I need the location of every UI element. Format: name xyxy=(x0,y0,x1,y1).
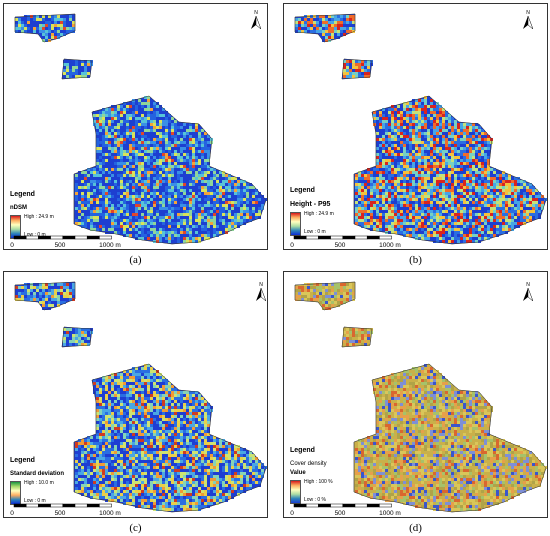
scale-bar: 0 500 1000 m xyxy=(10,235,122,249)
map-panel-a: N Legend nDSM High : 24.9 m Low : 0 m 0 … xyxy=(3,3,268,250)
north-arrow-icon xyxy=(523,288,533,301)
scale-bar: 0 500 1000 m xyxy=(290,235,402,249)
standard-deviation-map xyxy=(14,281,267,513)
low-label: Low : 0 m xyxy=(304,229,326,236)
scale-label-0: 0 xyxy=(10,242,14,249)
scale-label-1000: 1000 m xyxy=(99,510,121,517)
scale-label-500: 500 xyxy=(54,510,66,517)
high-label: High : 100 % xyxy=(304,478,333,485)
legend: Legend Cover density Value High : 100 % … xyxy=(290,447,333,504)
scale-label-0: 0 xyxy=(10,510,14,517)
scale-label-1000: 1000 m xyxy=(379,510,401,517)
legend-title: Legend xyxy=(10,191,35,198)
color-ramp xyxy=(10,480,21,505)
scale-label-0: 0 xyxy=(290,242,294,249)
variable-title: Height - P95 xyxy=(290,201,331,209)
caption-c: (c) xyxy=(129,522,142,534)
cover-density-map xyxy=(294,281,547,513)
caption-d: (d) xyxy=(409,522,422,534)
high-label: High : 24.9 m xyxy=(24,213,54,220)
scale-bar-graphic xyxy=(293,235,392,240)
scale-bar-graphic xyxy=(13,235,112,240)
north-arrow-icon xyxy=(256,288,266,301)
north-label: N xyxy=(254,10,258,16)
color-ramp xyxy=(290,212,301,237)
scale-label-500: 500 xyxy=(334,242,346,249)
scale-bar: 0 500 1000 m xyxy=(290,503,402,517)
scale-label-0: 0 xyxy=(290,510,294,517)
low-label: Low : 0 m xyxy=(24,232,46,239)
legend: Legend Standard deviation High : 10.0 m … xyxy=(10,457,64,505)
scale-label-1000: 1000 m xyxy=(379,242,401,249)
scale-bar-graphic xyxy=(13,503,112,508)
caption-b: (b) xyxy=(409,254,422,266)
low-label: Low : 0 % xyxy=(304,497,326,504)
high-label: High : 24.9 m xyxy=(304,211,334,218)
value-title: Value xyxy=(290,469,306,476)
caption-a: (a) xyxy=(129,254,142,266)
legend: Legend Height - P95 High : 24.9 m Low : … xyxy=(290,187,334,237)
color-ramp xyxy=(290,479,301,504)
variable-title: Standard deviation xyxy=(10,471,65,478)
north-label: N xyxy=(526,10,530,16)
scale-bar: 0 500 1000 m xyxy=(10,503,122,517)
legend-title: Legend xyxy=(10,457,35,464)
map-panel-b: N Legend Height - P95 High : 24.9 m Low … xyxy=(283,3,548,250)
north-arrow: N xyxy=(521,282,535,301)
variable-title: nDSM xyxy=(10,205,27,212)
scale-label-1000: 1000 m xyxy=(99,242,121,249)
north-arrow-icon xyxy=(251,16,261,29)
legend-title: Legend xyxy=(290,187,315,194)
low-label: Low : 0 m xyxy=(24,498,46,505)
scale-bar-graphic xyxy=(293,503,392,508)
scale-label-500: 500 xyxy=(334,510,346,517)
north-arrow: N xyxy=(254,282,267,301)
variable-title: Cover density xyxy=(290,461,327,468)
north-label: N xyxy=(526,282,530,288)
north-arrow: N xyxy=(521,10,535,29)
high-label: High : 10.0 m xyxy=(24,479,54,486)
north-label: N xyxy=(259,282,263,288)
map-panel-c: N Legend Standard deviation High : 10.0 … xyxy=(3,271,268,518)
north-arrow: N xyxy=(249,10,263,29)
north-arrow-icon xyxy=(523,16,533,29)
scale-label-500: 500 xyxy=(54,242,66,249)
legend: Legend nDSM High : 24.9 m Low : 0 m xyxy=(10,191,54,239)
canopy-height-map xyxy=(14,13,267,245)
height-p95-map xyxy=(294,13,547,245)
map-panel-d: N Legend Cover density Value High : 100 … xyxy=(283,271,548,518)
legend-title: Legend xyxy=(290,447,315,454)
